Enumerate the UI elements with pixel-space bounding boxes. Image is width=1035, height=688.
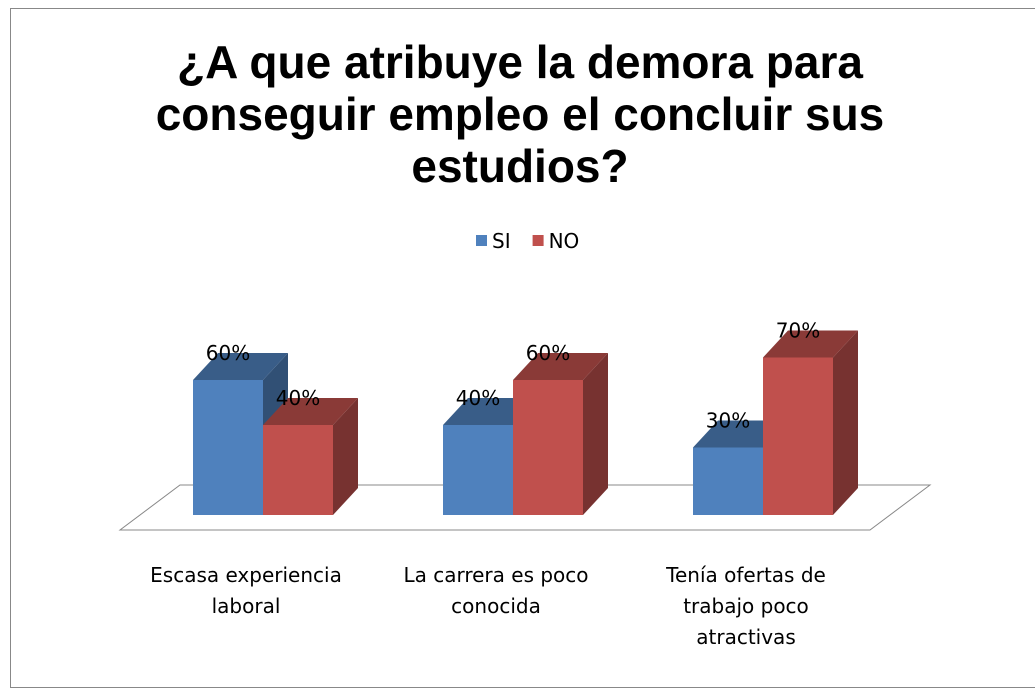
data-label: 60% [206,341,250,365]
x-tick-label: La carrera es poco conocida [403,563,589,618]
legend-label: NO [549,229,580,253]
bar-top [263,398,358,425]
legend-swatch [476,235,487,246]
x-tick-label: Tenía ofertas de trabajo poco atractivas [666,563,826,649]
bar [693,447,763,515]
bar-top [513,353,608,380]
bar [193,380,263,515]
data-label: 40% [456,386,500,410]
bar [263,425,333,515]
bar [443,425,513,515]
legend-label: SI [492,229,511,253]
data-label: 60% [526,341,570,365]
data-label: 40% [276,386,320,410]
bar-side [583,353,608,515]
bar-side [333,398,358,515]
bar-side [833,330,858,515]
bar [513,380,583,515]
legend-swatch [532,235,544,246]
bar-top [193,353,288,380]
x-tick-label: Escasa experiencia laboral [150,563,342,618]
bar [763,357,833,515]
chart-title: ¿A que atribuye la demora para conseguir… [155,36,885,192]
data-label: 70% [776,319,820,343]
data-label: 30% [706,409,750,433]
bar-top [763,330,858,358]
